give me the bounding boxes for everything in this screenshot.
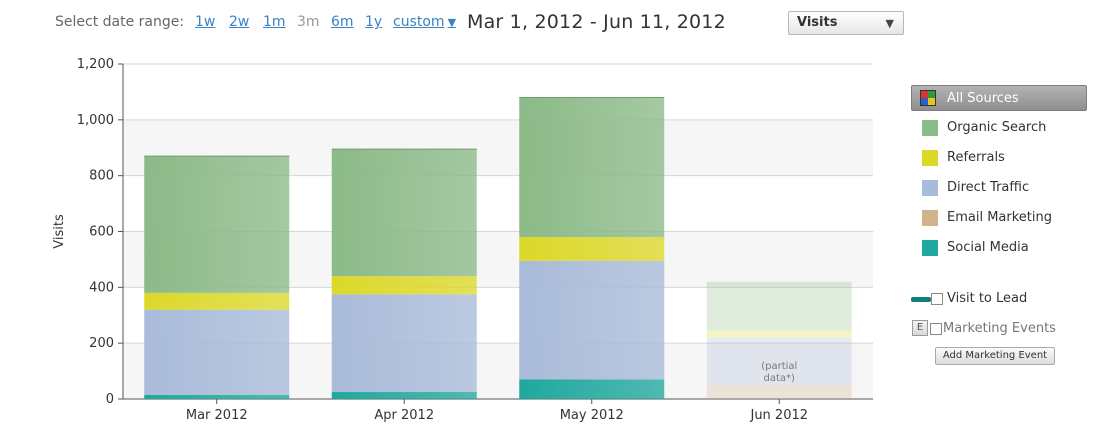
bar-organic-search-jun-2012	[706, 281, 852, 331]
range-option-2w[interactable]: 2w	[229, 14, 250, 30]
legend-swatch-social-media	[922, 240, 938, 256]
partial-data-note: data*)	[764, 373, 796, 384]
y-tick-label: 0	[106, 392, 114, 407]
visit-to-lead-checkbox[interactable]	[931, 293, 943, 305]
chevron-down-icon: ▼	[447, 16, 457, 29]
bar-email-marketing-jun-2012	[706, 385, 852, 399]
y-tick-label: 1,200	[77, 57, 114, 72]
marketing-events-checkbox[interactable]	[930, 323, 942, 335]
all-sources-grid-icon	[920, 90, 936, 106]
marketing-events-label: Marketing Events	[943, 321, 1056, 336]
x-tick-label: Mar 2012	[186, 408, 248, 423]
y-axis-title: Visits	[52, 214, 67, 249]
y-tick-label: 800	[89, 169, 114, 184]
date-range-toolbar: Select date range: 1w 2w 1m 3m 6m 1y cus…	[0, 0, 1117, 48]
range-option-1m[interactable]: 1m	[263, 14, 286, 30]
legend-swatch-organic-search	[922, 120, 938, 136]
range-option-6m[interactable]: 6m	[331, 14, 354, 30]
bar-direct-traffic-may-2012	[519, 260, 665, 380]
bar-organic-search-mar-2012	[144, 156, 290, 293]
legend-swatch-direct-traffic	[922, 180, 938, 196]
y-tick-label: 200	[89, 336, 114, 351]
bar-referrals-apr-2012	[331, 276, 477, 295]
date-range-display: Mar 1, 2012 - Jun 11, 2012	[467, 11, 726, 33]
range-option-1y[interactable]: 1y	[365, 14, 383, 30]
bar-social-media-apr-2012	[331, 392, 477, 399]
range-option-3m: 3m	[297, 14, 320, 30]
y-tick-label: 1,000	[77, 113, 114, 128]
bar-direct-traffic-mar-2012	[144, 309, 290, 395]
x-tick-label: May 2012	[560, 408, 624, 423]
y-tick-label: 600	[89, 225, 114, 240]
bar-organic-search-apr-2012	[331, 149, 477, 277]
x-tick-label: Jun 2012	[749, 408, 808, 423]
bar-direct-traffic-apr-2012	[331, 294, 477, 393]
date-range-label: Select date range:	[55, 14, 185, 30]
visit-to-lead-line-icon	[911, 297, 931, 302]
y-tick-label: 400	[89, 280, 114, 295]
range-option-custom-label: custom	[393, 14, 445, 30]
metric-select-value: Visits	[797, 15, 838, 30]
dropdown-arrow-icon: ▼	[885, 17, 894, 30]
all-sources-button[interactable]: All Sources	[911, 85, 1087, 111]
visit-to-lead-label: Visit to Lead	[947, 291, 1028, 306]
range-option-1w[interactable]: 1w	[195, 14, 216, 30]
bar-organic-search-may-2012	[519, 97, 665, 238]
legend-label-organic-search: Organic Search	[947, 120, 1047, 135]
add-marketing-event-button[interactable]: Add Marketing Event	[935, 347, 1055, 365]
legend-swatch-email-marketing	[922, 210, 938, 226]
partial-data-note: (partial	[761, 361, 797, 372]
legend-label-direct-traffic: Direct Traffic	[947, 180, 1030, 195]
bar-referrals-jun-2012	[706, 330, 852, 338]
legend-label-social-media: Social Media	[947, 240, 1029, 255]
legend-swatch-referrals	[922, 150, 938, 166]
bar-referrals-may-2012	[519, 237, 665, 261]
legend-label-email-marketing: Email Marketing	[947, 210, 1052, 225]
bar-referrals-mar-2012	[144, 292, 290, 310]
bar-social-media-mar-2012	[144, 394, 290, 399]
all-sources-label: All Sources	[947, 91, 1019, 106]
range-option-custom[interactable]: custom ▼	[393, 14, 456, 30]
legend-label-referrals: Referrals	[947, 150, 1005, 165]
bar-social-media-may-2012	[519, 379, 665, 399]
x-tick-label: Apr 2012	[374, 408, 434, 423]
bar-direct-traffic-jun-2012	[706, 337, 852, 386]
marketing-event-icon: E	[912, 320, 928, 336]
metric-select[interactable]: Visits ▼	[788, 11, 904, 35]
